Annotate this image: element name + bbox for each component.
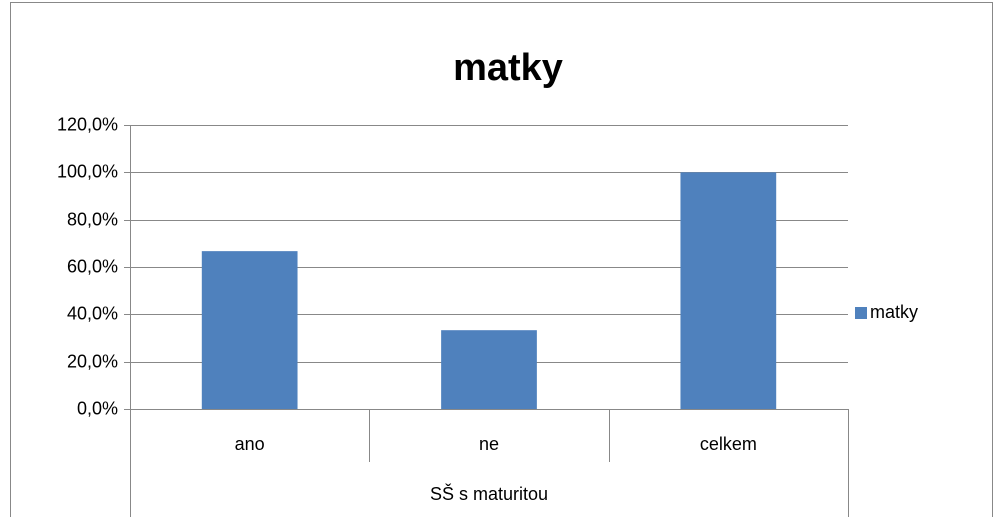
- y-tick-label: 120,0%: [57, 114, 118, 134]
- bar: [201, 251, 298, 409]
- y-tick-label: 40,0%: [67, 303, 118, 323]
- x-tick-label: celkem: [700, 434, 757, 454]
- bar: [441, 330, 537, 409]
- group-label: SŠ s maturitou: [430, 483, 548, 504]
- chart-title: matky: [453, 47, 563, 89]
- y-tick-label: 60,0%: [67, 256, 118, 276]
- legend-label: matky: [870, 302, 918, 322]
- x-tick-label: ano: [235, 434, 265, 454]
- y-tick-label: 0,0%: [77, 398, 118, 418]
- x-tick-label: ne: [479, 434, 499, 454]
- y-tick-label: 100,0%: [57, 161, 118, 181]
- bar: [680, 172, 777, 409]
- y-tick-label: 80,0%: [67, 209, 118, 229]
- y-tick-label: 20,0%: [67, 351, 118, 371]
- legend-swatch: [855, 307, 867, 319]
- chart-border: [10, 2, 993, 517]
